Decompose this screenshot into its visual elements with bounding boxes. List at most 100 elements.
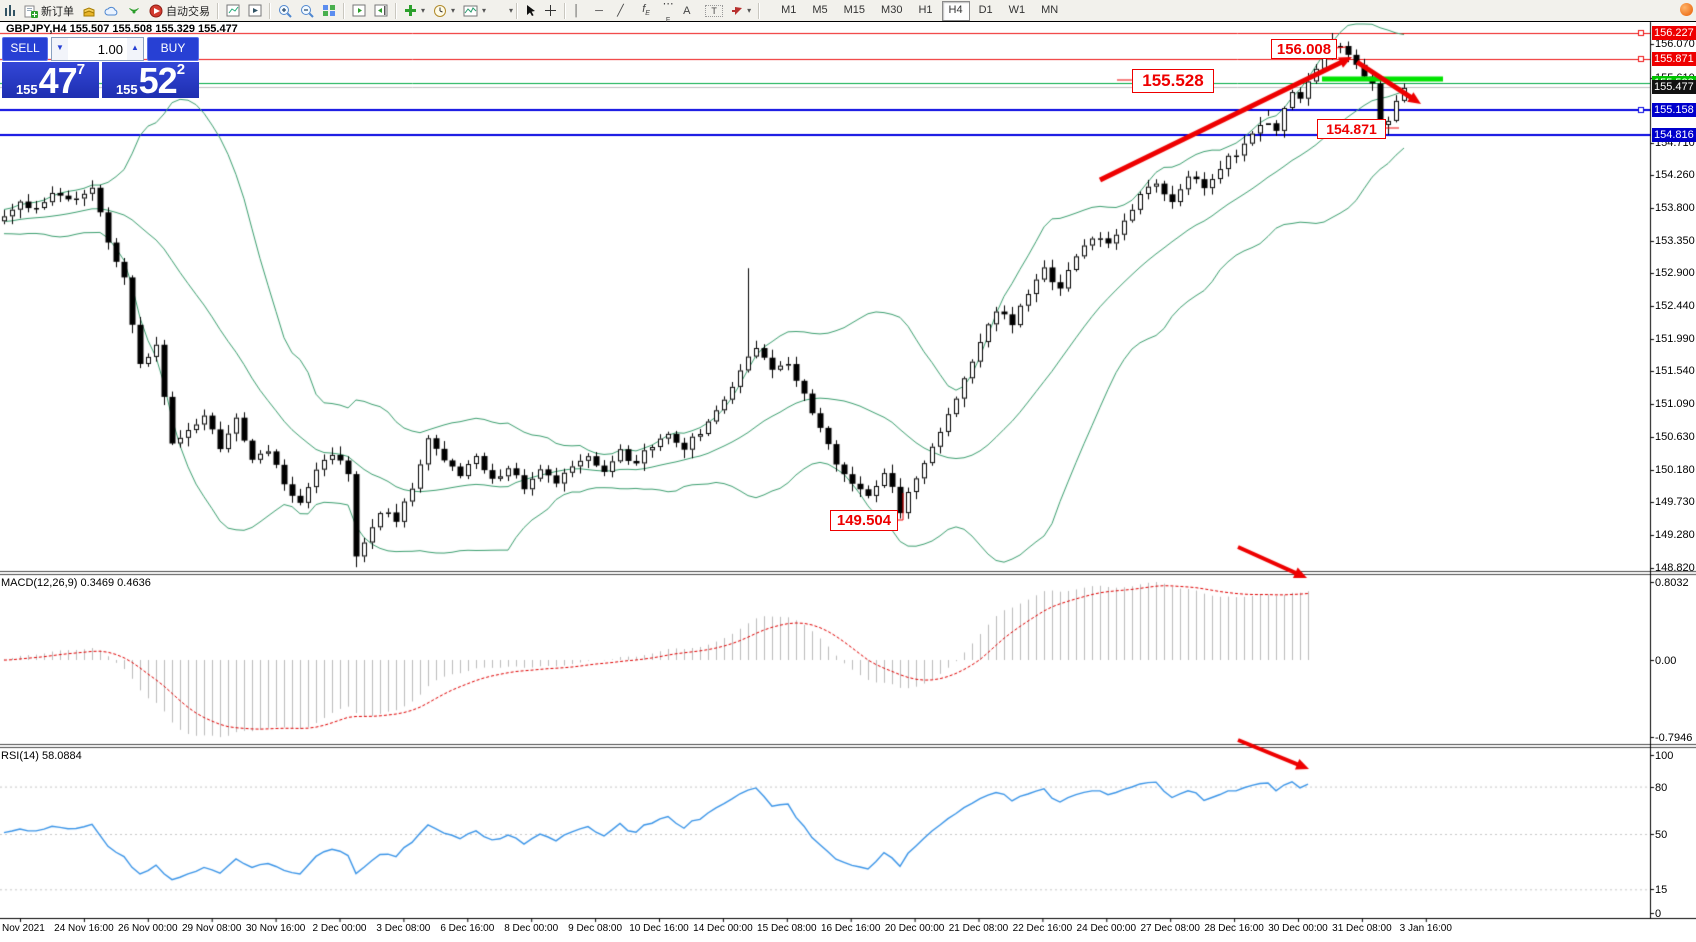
journal-button[interactable] xyxy=(78,1,100,20)
buy-button[interactable]: BUY xyxy=(147,37,199,61)
macd-axis-tick: -0.7946 xyxy=(1655,732,1693,745)
date-axis-label: 24 Nov 16:00 xyxy=(54,923,114,934)
toolbar-separator xyxy=(564,2,567,19)
cloud-button[interactable] xyxy=(100,1,123,20)
price-axis-tick: 150.180 xyxy=(1655,463,1695,476)
volume-increase-button[interactable]: ▲ xyxy=(127,38,143,60)
date-axis-label: 30 Nov 16:00 xyxy=(245,923,306,934)
date-axis-label: 9 Dec 08:00 xyxy=(568,923,623,934)
vertical-line-tool[interactable]: │ xyxy=(573,4,580,17)
volume-decrease-button[interactable]: ▼ xyxy=(52,38,68,60)
zoom-in-button[interactable] xyxy=(274,1,296,20)
crosshair-tool[interactable] xyxy=(540,1,561,20)
zoom-out-icon xyxy=(301,4,314,18)
buy-price-base: 155 xyxy=(115,82,138,97)
new-order-label: 新订单 xyxy=(41,5,74,18)
price-level-badge: 155.158 xyxy=(1652,103,1696,118)
chart-scroll-button[interactable] xyxy=(244,1,266,20)
autotrade-label: 自动交易 xyxy=(166,5,210,18)
trendline-tool[interactable]: ╱ xyxy=(617,5,624,17)
price-annotation-label[interactable]: 154.871 xyxy=(1317,119,1386,139)
timeframe-button-m30[interactable]: M30 xyxy=(881,3,903,16)
date-axis-label: 3 Jan 16:00 xyxy=(1399,923,1452,934)
autotrade-button[interactable]: 自动交易 xyxy=(145,1,214,20)
buy-price-main: 52 xyxy=(138,60,178,101)
chart-window-button[interactable] xyxy=(222,1,244,20)
channel-icon: ⋯F xyxy=(662,0,674,25)
notification-icon[interactable] xyxy=(1680,3,1693,16)
sell-button[interactable]: SELL xyxy=(2,37,48,61)
sell-price-main: 47 xyxy=(38,60,78,101)
price-annotation-label[interactable]: 155.528 xyxy=(1132,69,1214,93)
chart-fragment-icon[interactable] xyxy=(0,1,20,20)
macd-axis-tick: 0.8032 xyxy=(1655,577,1689,589)
chart-shift-button[interactable] xyxy=(370,1,392,20)
price-axis-tick: 152.440 xyxy=(1655,300,1695,313)
zoom-out-button[interactable] xyxy=(296,1,318,20)
cloud-icon xyxy=(104,6,118,15)
toolbar-separator xyxy=(343,2,345,19)
price-axis-tick: 149.280 xyxy=(1655,528,1695,541)
timeframe-button-mn[interactable]: MN xyxy=(1041,3,1059,16)
cursor-tool[interactable] xyxy=(521,1,540,20)
rsi-axis-tick: 15 xyxy=(1655,884,1668,897)
auto-scroll-icon xyxy=(352,4,366,17)
clock-icon xyxy=(434,4,447,17)
date-axis-label: 20 Dec 00:00 xyxy=(884,923,945,934)
shapes-tool[interactable]: ▾ xyxy=(727,1,755,20)
timeframe-button-m5[interactable]: M5 xyxy=(812,3,828,16)
timeframe-button-d1[interactable]: D1 xyxy=(978,3,993,16)
timeframe-button-w1[interactable]: W1 xyxy=(1008,3,1026,16)
cursor-icon xyxy=(527,5,536,16)
channel-tool[interactable]: ⋯F xyxy=(657,0,679,24)
price-level-badge: 155.871 xyxy=(1652,51,1696,66)
price-axis-tick: 151.990 xyxy=(1655,332,1695,345)
caret-down-icon: ▾ xyxy=(747,6,752,15)
price-axis-tick: 153.800 xyxy=(1655,202,1695,215)
rsi-axis-tick: 50 xyxy=(1655,829,1668,841)
chart-shift-icon xyxy=(374,4,388,17)
macd-axis-tick: 0.00 xyxy=(1655,655,1677,667)
text-label-tool[interactable]: T xyxy=(701,1,727,20)
text-tool[interactable]: A xyxy=(683,4,691,17)
toolbar-separator xyxy=(217,2,219,19)
signal-button[interactable] xyxy=(123,1,145,20)
horizontal-line-tool[interactable]: ─ xyxy=(595,4,603,17)
timeframe-button-h4[interactable]: H4 xyxy=(941,0,970,21)
rsi-indicator-label: RSI(14) 58.0884 xyxy=(1,750,82,762)
caret-down-icon: ▾ xyxy=(451,6,456,15)
date-axis-label: 29 Nov 08:00 xyxy=(181,923,242,934)
toolbar-separator xyxy=(269,2,271,19)
auto-scroll-button[interactable] xyxy=(348,1,370,20)
zoom-in-icon xyxy=(279,4,292,18)
tile-windows-button[interactable] xyxy=(318,1,340,20)
new-order-icon xyxy=(24,5,38,18)
price-level-badge: 156.227 xyxy=(1652,26,1696,40)
date-axis-label: 22 Dec 16:00 xyxy=(1012,923,1073,934)
date-axis-label: 24 Dec 00:00 xyxy=(1076,923,1137,934)
price-axis-tick: 151.090 xyxy=(1655,397,1695,410)
timeframe-button-m1[interactable]: M1 xyxy=(781,3,797,16)
date-axis-label: 15 Dec 08:00 xyxy=(757,923,817,934)
tile-windows-icon xyxy=(323,5,335,16)
price-annotation-label[interactable]: 149.504 xyxy=(830,510,898,531)
bars-icon xyxy=(5,5,15,16)
timeframe-button-m15[interactable]: M15 xyxy=(843,3,866,16)
template-button[interactable]: ▾ xyxy=(459,1,490,20)
timeframe-buttons: M1 M5 M15 M30 H1 H4 D1 W1 MN xyxy=(773,0,1066,21)
add-indicator-button[interactable]: ▾ xyxy=(400,1,429,20)
rsi-axis-tick: 80 xyxy=(1655,781,1668,794)
period-clock-button[interactable]: ▾ xyxy=(429,1,459,20)
date-axis-label: 16 Dec 16:00 xyxy=(820,923,881,934)
fibonacci-tool[interactable]: fE xyxy=(635,1,657,20)
price-annotation-label[interactable]: 156.008 xyxy=(1271,39,1337,59)
sell-price-tile[interactable]: 155 47 7 xyxy=(2,60,99,101)
date-axis-label: 27 Dec 08:00 xyxy=(1140,923,1200,934)
date-axis-label: 30 Dec 00:00 xyxy=(1268,923,1328,934)
new-order-button[interactable]: 新订单 xyxy=(20,1,78,20)
timeframe-button-h1[interactable]: H1 xyxy=(918,3,933,16)
date-axis-label: 14 Dec 00:00 xyxy=(693,923,753,934)
buy-price-tile[interactable]: 155 52 2 xyxy=(102,60,199,101)
volume-value[interactable]: 1.00 xyxy=(97,41,123,57)
